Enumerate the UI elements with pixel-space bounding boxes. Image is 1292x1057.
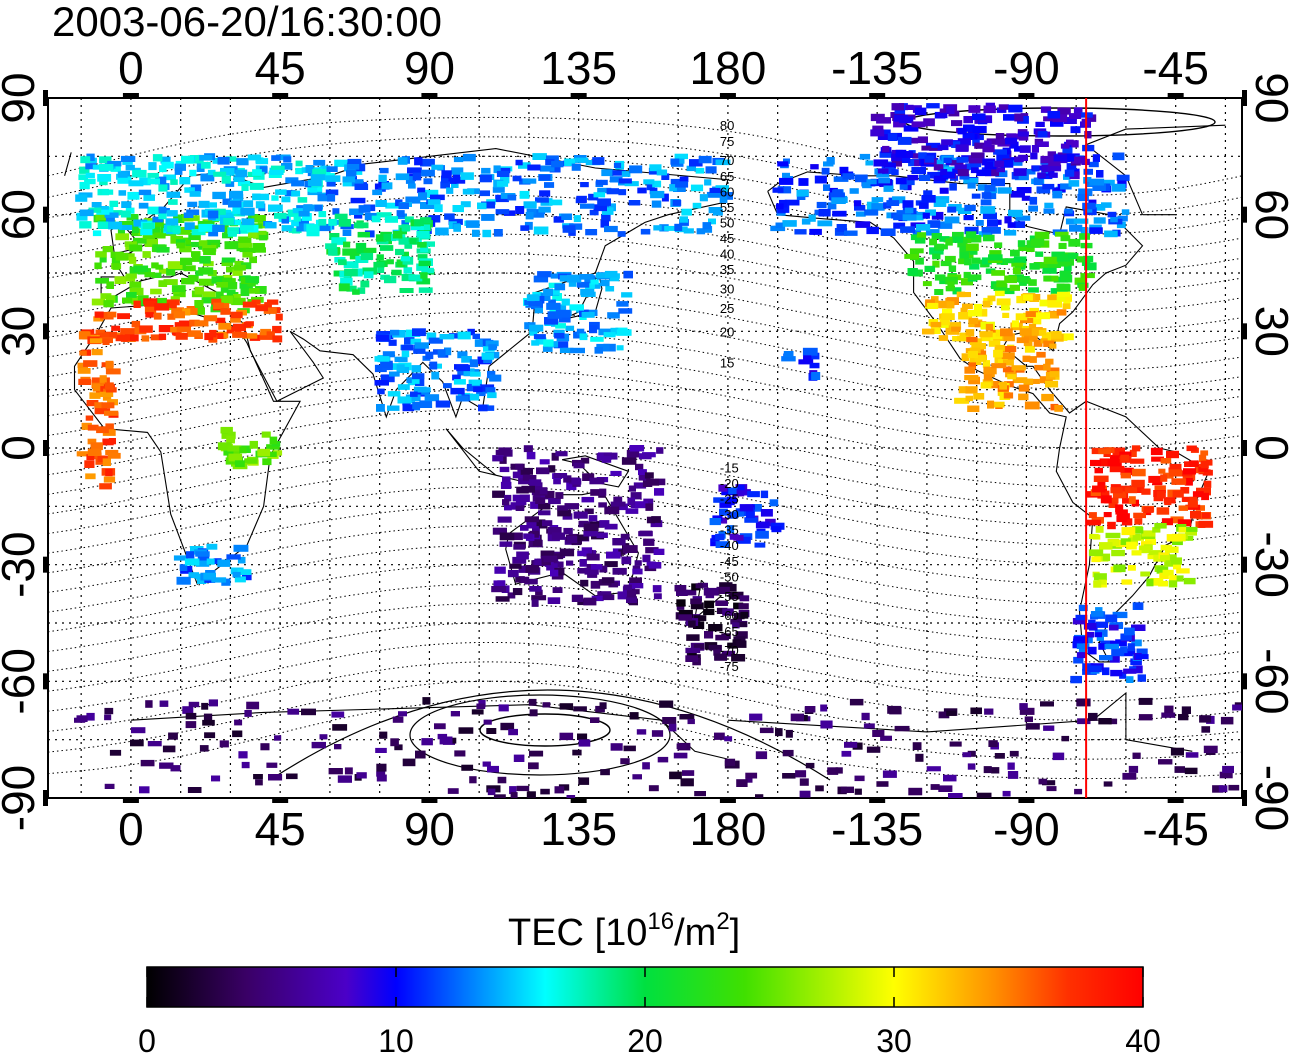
lon-tick-label-top: -45 <box>1142 42 1208 94</box>
contour-label: -20 <box>720 476 739 491</box>
lon-tick-label-top: 180 <box>690 42 767 94</box>
tec-data-cells <box>74 102 1242 798</box>
contour-label: 45 <box>720 231 734 246</box>
contour-label: -35 <box>720 523 739 538</box>
lat-tick-label-left: 90 <box>0 72 44 123</box>
contour-label: -65 <box>720 624 739 639</box>
lon-tick-label-top: 135 <box>540 42 617 94</box>
contour-label: 35 <box>720 262 734 277</box>
lon-tick-label-bottom: 0 <box>118 803 144 855</box>
lon-tick-label-bottom: -90 <box>993 803 1059 855</box>
colorbar-title: TEC [1016/m2] <box>508 908 740 954</box>
contour-label: -70 <box>720 643 739 658</box>
lon-tick-label-bottom: 90 <box>404 803 455 855</box>
contour-label: -45 <box>720 554 739 569</box>
lon-tick-label-bottom: 180 <box>690 803 767 855</box>
contour-label: 65 <box>720 169 734 184</box>
colorbar-ticks: 0 10 20 30 40 <box>138 967 1161 1057</box>
lon-tick-label-bottom: -135 <box>831 803 923 855</box>
contour-label: -30 <box>720 507 739 522</box>
lat-tick-label-right: 0 <box>1246 435 1292 461</box>
lat-tick-label-left: -90 <box>0 765 44 831</box>
lon-tick-label-top: -135 <box>831 42 923 94</box>
contour-label: 50 <box>720 215 734 230</box>
lon-tick-label-top: -90 <box>993 42 1059 94</box>
contour-label: 55 <box>720 200 734 215</box>
lon-tick-label-top: 45 <box>255 42 306 94</box>
lat-tick-label-right: 90 <box>1246 72 1292 123</box>
lon-tick-label-top: 90 <box>404 42 455 94</box>
contour-label: 15 <box>720 355 734 370</box>
lat-tick-label-right: -90 <box>1246 765 1292 831</box>
colorbar-tick-label: 40 <box>1125 1023 1161 1057</box>
lat-tick-label-left: 0 <box>0 435 44 461</box>
lat-tick-label-left: -30 <box>0 531 44 597</box>
lat-tick-label-right: -60 <box>1246 648 1292 714</box>
lon-tick-label-bottom: 135 <box>540 803 617 855</box>
lon-tick-label-top: 0 <box>118 42 144 94</box>
contour-label: -75 <box>720 659 739 674</box>
contour-label: -25 <box>720 492 739 507</box>
contour-label: -55 <box>720 589 739 604</box>
colorbar-tick-label: 0 <box>138 1023 156 1057</box>
lat-tick-label-left: -60 <box>0 648 44 714</box>
contour-label: 60 <box>720 184 734 199</box>
lat-tick-label-right: 30 <box>1246 306 1292 357</box>
contour-label: -40 <box>720 538 739 553</box>
contour-label: 20 <box>720 324 734 339</box>
contour-label: 25 <box>720 301 734 316</box>
contour-label: 40 <box>720 247 734 262</box>
colorbar-tick-label: 30 <box>876 1023 912 1057</box>
lat-tick-label-left: 60 <box>0 189 44 240</box>
colorbar-tick-label: 10 <box>378 1023 414 1057</box>
map-title: 2003-06-20/16:30:00 <box>52 0 442 45</box>
contour-label: 75 <box>720 134 734 149</box>
contour-label: 70 <box>720 153 734 168</box>
colorbar-tick-label: 20 <box>627 1023 663 1057</box>
lat-tick-label-left: 30 <box>0 306 44 357</box>
lat-tick-label-right: 60 <box>1246 189 1292 240</box>
contour-label: -60 <box>720 608 739 623</box>
frame-tick-bars <box>43 90 1247 806</box>
contour-label: -15 <box>720 460 739 475</box>
lon-tick-label-bottom: 45 <box>255 803 306 855</box>
lon-tick-label-bottom: -45 <box>1142 803 1208 855</box>
contour-label: 30 <box>720 282 734 297</box>
contour-label: 80 <box>720 118 734 133</box>
axis-tick-labels: 0 45 90 135 180 -135 -90 -450 45 90 135 180 -135 -90-… <box>0 42 1292 855</box>
contour-label: -50 <box>720 569 739 584</box>
lat-tick-label-right: -30 <box>1246 531 1292 597</box>
